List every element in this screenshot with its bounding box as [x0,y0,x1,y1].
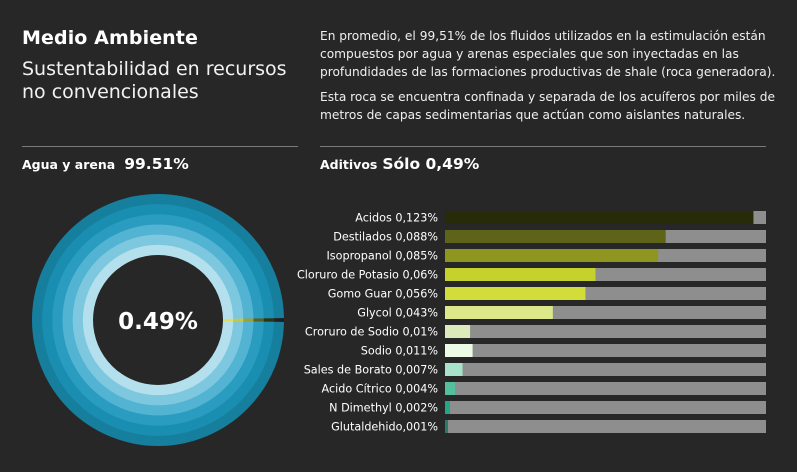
additives-slice-band [233,319,243,322]
bar-fill [445,325,470,338]
bar-track [445,382,766,395]
bar-fill [445,363,463,376]
bar-label: Isopropanol 0,085% [327,250,439,263]
donut-center-label: 0.49% [118,309,198,335]
bar-label: Sodio 0,011% [361,345,439,358]
additives-label: Aditivos [320,157,377,172]
additives-value: Sólo 0,49% [382,155,479,173]
subtitle: Sustentabilidad en recursos no convencio… [22,58,307,104]
description-paragraph-1: En promedio, el 99,51% de los fluidos ut… [320,27,785,81]
water-sand-label: Agua y arena [22,157,115,172]
additives-slice-band [243,319,253,322]
bar-fill [445,420,448,433]
left-divider [22,146,298,147]
bar-fill [445,401,450,414]
bar-track [445,401,766,414]
bar-fill [445,344,473,357]
bar-label: Cloruro de Potasio 0,06% [297,269,438,282]
title: Medio Ambiente [22,27,198,49]
bar-track [445,325,766,338]
bar-fill [445,268,595,281]
bar-label: Croruro de Sodio 0,01% [305,326,438,339]
bar-label: Glutaldehido,001% [331,421,438,434]
water-sand-label-row: Agua y arena 99.51% [22,155,189,173]
additives-label-row: Aditivos Sólo 0,49% [320,155,479,173]
right-divider [320,146,766,147]
bar-label: Acidos 0,123% [355,212,438,225]
bar-fill [445,306,553,319]
bar-fill [445,211,753,224]
bar-label: Gomo Guar 0,056% [328,288,439,301]
bar-label: Sales de Borato 0,007% [304,364,439,377]
bar-track [445,363,766,376]
additives-slice-band [253,318,263,321]
additives-slice-band [264,318,274,322]
bar-track [445,344,766,357]
additives-slice-band [223,319,233,321]
bar-fill [445,382,455,395]
bar-track [445,420,766,433]
bar-label: N Dimethyl 0,002% [329,402,438,415]
bar-label: Acido Cítrico 0,004% [322,383,439,396]
bar-label: Glycol 0,043% [357,307,438,320]
additives-slice-band [274,318,284,322]
bar-fill [445,249,658,262]
water-sand-value: 99.51% [124,155,189,173]
additives-bar-chart: Acidos 0,123% Destilados 0,088% Isopropano… [290,208,780,444]
description-paragraph-2: Esta roca se encuentra confinada y separ… [320,88,785,124]
bar-label: Destilados 0,088% [333,231,438,244]
bar-fill [445,287,585,300]
bar-fill [445,230,666,243]
donut-chart: 0.49% [0,180,300,472]
